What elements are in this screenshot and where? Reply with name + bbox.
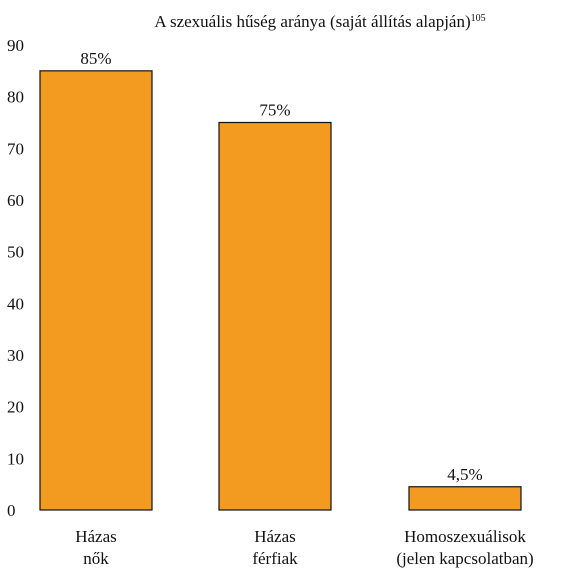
chart-title: A szexuális hűség aránya (saját állítás … xyxy=(154,12,485,31)
bar-value-label: 75% xyxy=(259,101,290,120)
data-labels: 85% 75% 4,5% xyxy=(80,49,482,484)
category-labels: Házas nők Házas férfiak Homoszexuálisok (jele… xyxy=(75,527,533,568)
bars xyxy=(39,70,522,511)
bar xyxy=(408,486,522,511)
y-tick-label: 40 xyxy=(7,294,24,313)
category-label: Homoszexuálisok xyxy=(404,527,526,546)
bar-value-label: 4,5% xyxy=(447,465,482,484)
chart-title-main: A szexuális hűség aránya (saját állítás … xyxy=(154,12,470,31)
y-tick-label: 50 xyxy=(7,243,24,262)
y-tick-label: 20 xyxy=(7,398,24,417)
bar xyxy=(218,121,332,511)
y-tick-label: 60 xyxy=(7,191,24,210)
y-tick-label: 10 xyxy=(7,449,24,468)
category-label: Házas xyxy=(254,527,296,546)
chart-title-footnote: 105 xyxy=(471,13,486,24)
category-label: férfiak xyxy=(252,549,298,568)
y-tick-label: 30 xyxy=(7,346,24,365)
category-label: nők xyxy=(83,549,109,568)
bar xyxy=(39,70,153,511)
category-label: (jelen kapcsolatban) xyxy=(396,549,533,568)
y-tick-label: 80 xyxy=(7,88,24,107)
bar-value-label: 85% xyxy=(80,49,111,68)
category-label: Házas xyxy=(75,527,117,546)
y-axis-ticks: 0 10 20 30 40 50 60 70 80 90 xyxy=(7,36,24,520)
y-tick-label: 90 xyxy=(7,36,24,55)
y-tick-label: 70 xyxy=(7,139,24,158)
y-tick-label: 0 xyxy=(7,501,16,520)
